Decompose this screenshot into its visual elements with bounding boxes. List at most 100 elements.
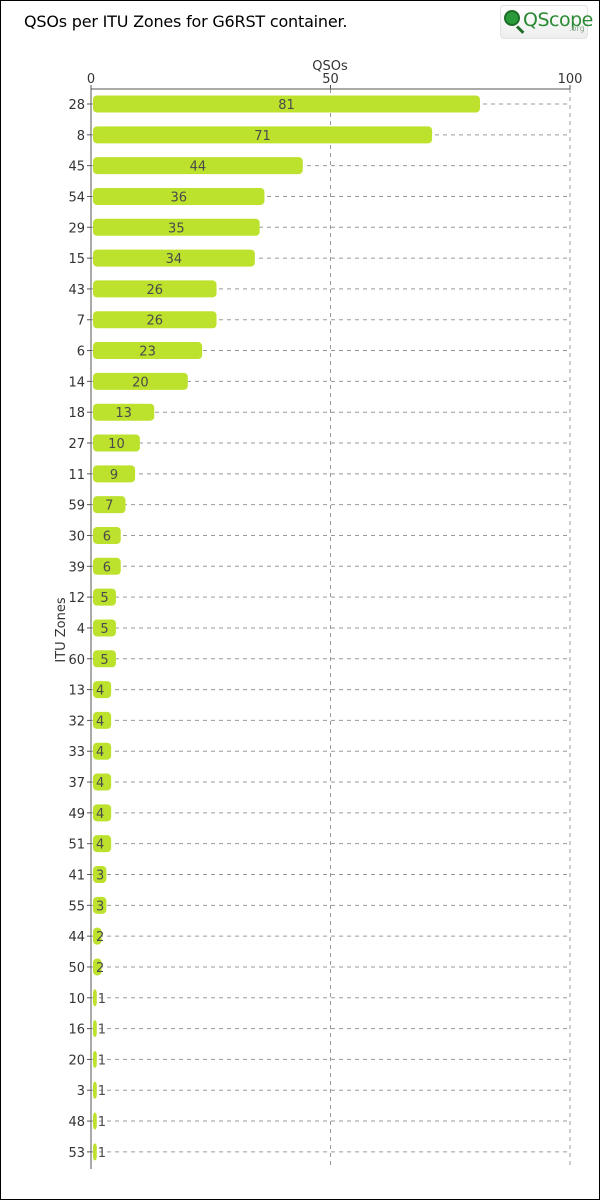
category-label: 12 xyxy=(68,591,85,606)
category-label: 4 xyxy=(77,622,85,637)
bar xyxy=(93,496,126,514)
bar xyxy=(93,866,107,883)
bar xyxy=(93,1143,97,1161)
bar-value-label: 4 xyxy=(96,714,104,729)
bar-value-label: 1 xyxy=(98,992,106,1007)
category-label: 32 xyxy=(68,714,85,729)
bar xyxy=(93,403,155,421)
bar-value-label: 6 xyxy=(103,560,111,575)
x-tick-label: 0 xyxy=(87,72,95,87)
category-label: 8 xyxy=(77,129,85,144)
bar xyxy=(93,280,217,298)
bar xyxy=(93,95,480,113)
category-label: 51 xyxy=(68,838,85,853)
category-label: 53 xyxy=(68,1146,85,1161)
bar-value-label: 4 xyxy=(96,684,104,699)
bar xyxy=(93,711,112,729)
bar-value-label: 2 xyxy=(96,961,104,976)
bar xyxy=(93,835,112,853)
bar xyxy=(93,434,140,452)
chart-title: QSOs per ITU Zones for G6RST container. xyxy=(24,12,348,31)
bar xyxy=(93,249,255,267)
category-label: 11 xyxy=(68,468,85,483)
bar xyxy=(93,619,116,637)
bar xyxy=(93,157,303,175)
bar xyxy=(93,1020,97,1038)
category-label: 7 xyxy=(77,314,85,329)
category-label: 13 xyxy=(68,684,85,699)
bar xyxy=(93,1081,97,1099)
bar-value-label: 1 xyxy=(98,1023,106,1038)
bar xyxy=(93,311,217,329)
bar xyxy=(93,557,121,575)
bar xyxy=(93,958,102,976)
bar-value-label: 3 xyxy=(96,869,104,884)
qscope-logo[interactable]: QScope .org xyxy=(500,5,593,39)
category-label: 15 xyxy=(68,252,85,267)
category-label: 48 xyxy=(68,1115,85,1130)
bar-value-label: 26 xyxy=(146,314,163,329)
bar-value-label: 23 xyxy=(139,345,156,360)
bar xyxy=(93,804,112,822)
logo-suffix: .org xyxy=(569,24,585,33)
category-label: 41 xyxy=(68,869,85,884)
bar-value-label: 4 xyxy=(96,776,104,791)
category-label: 37 xyxy=(68,776,85,791)
bar xyxy=(93,126,433,144)
bar-value-label: 44 xyxy=(190,160,207,175)
category-label: 49 xyxy=(68,807,85,822)
bar xyxy=(93,650,116,668)
category-label: 10 xyxy=(68,992,85,1007)
bar-value-label: 13 xyxy=(115,406,132,421)
bar xyxy=(93,773,112,791)
category-label: 20 xyxy=(68,1053,85,1068)
bar xyxy=(93,372,188,390)
bar-value-label: 7 xyxy=(105,499,113,514)
bar xyxy=(93,526,121,544)
category-label: 43 xyxy=(68,283,85,298)
bar-value-label: 36 xyxy=(170,190,187,205)
bar xyxy=(93,218,260,236)
bar-value-label: 34 xyxy=(166,252,183,267)
bar xyxy=(93,927,102,945)
category-label: 14 xyxy=(68,375,85,390)
x-tick-label: 50 xyxy=(322,72,339,87)
bar-value-label: 5 xyxy=(100,591,108,606)
bar-value-label: 5 xyxy=(100,653,108,668)
bar-value-label: 2 xyxy=(96,930,104,945)
category-label: 29 xyxy=(68,221,85,236)
bar-value-label: 1 xyxy=(98,1115,106,1130)
bar-value-label: 4 xyxy=(96,745,104,760)
logo-text: QScope xyxy=(523,9,593,31)
category-label: 59 xyxy=(68,499,85,514)
category-label: 55 xyxy=(68,899,85,914)
category-label: 3 xyxy=(77,1084,85,1099)
category-label: 50 xyxy=(68,961,85,976)
x-tick-label: 100 xyxy=(558,72,583,87)
bar xyxy=(93,342,203,360)
bar-value-label: 1 xyxy=(98,1146,106,1161)
bar-value-label: 6 xyxy=(103,529,111,544)
bar-value-label: 71 xyxy=(254,129,271,144)
bar xyxy=(93,742,112,760)
magnifier-icon xyxy=(504,10,520,26)
bar xyxy=(93,588,116,606)
category-label: 54 xyxy=(68,190,85,205)
bar-value-label: 26 xyxy=(146,283,163,298)
x-axis-title: QSOs xyxy=(312,59,348,74)
bar-value-label: 4 xyxy=(96,838,104,853)
bar-value-label: 3 xyxy=(96,899,104,914)
bar-value-label: 5 xyxy=(100,622,108,637)
bar-value-label: 10 xyxy=(108,437,125,452)
category-label: 27 xyxy=(68,437,85,452)
bar-value-label: 35 xyxy=(168,221,185,236)
bar-value-label: 1 xyxy=(98,1053,106,1068)
category-label: 28 xyxy=(68,98,85,113)
category-label: 44 xyxy=(68,930,85,945)
bar xyxy=(93,1112,97,1130)
bar xyxy=(93,187,265,205)
category-label: 60 xyxy=(68,653,85,668)
bar-value-label: 81 xyxy=(278,98,295,113)
bar-value-label: 20 xyxy=(132,375,149,390)
